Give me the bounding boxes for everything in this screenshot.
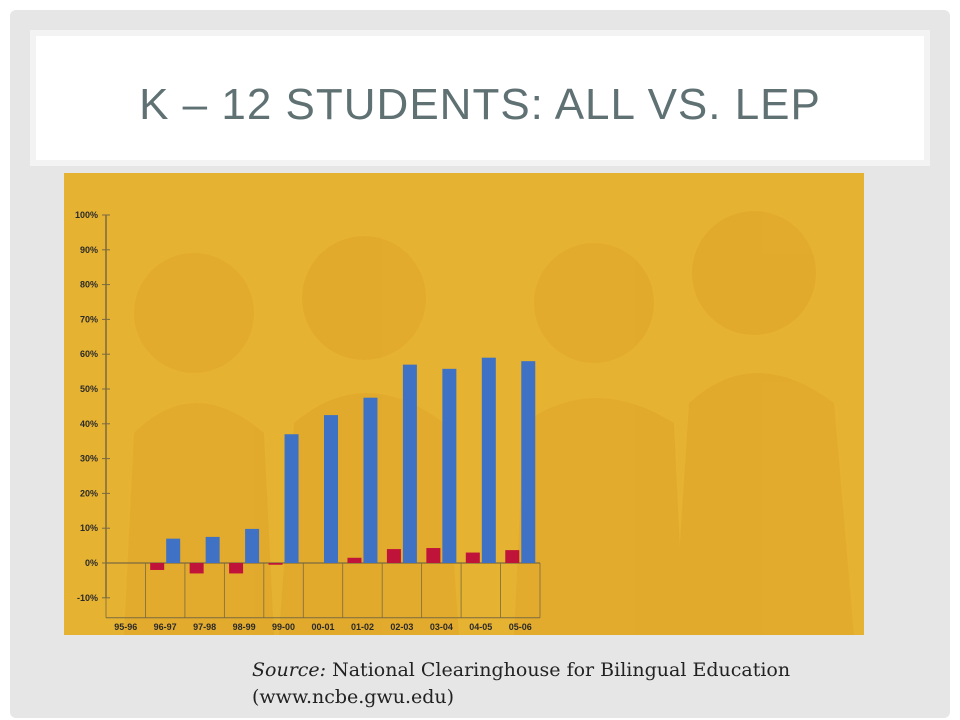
source-url: (www.ncbe.gwu.edu) (252, 686, 455, 708)
bar-pk12-enrollment (505, 550, 520, 563)
x-tick-label: 97-98 (193, 622, 216, 632)
bar-pk12-enrollment (229, 563, 244, 574)
bar-lep-enrollment (284, 434, 299, 563)
bar-lep-enrollment (324, 415, 338, 563)
bar-lep-enrollment (363, 397, 378, 563)
x-tick-label: 01-02 (351, 622, 374, 632)
bar-pk12-enrollment (268, 563, 283, 565)
bar-pk12-enrollment (150, 563, 165, 570)
y-tick-label: -10% (77, 593, 98, 603)
x-tick-label: 04-05 (469, 622, 492, 632)
x-tick-label: 95-96 (114, 622, 137, 632)
chart-photo-background: 100% 90% 80% 70% 60% 50% 40% 30% 20% 10% 0% -10% 95-… (64, 173, 864, 635)
y-tick-label: 50% (80, 384, 98, 394)
y-tick-label: 90% (80, 245, 98, 255)
source-text: National Clearinghouse for Bilingual Edu… (332, 659, 791, 681)
bar-lep-enrollment (245, 528, 260, 563)
y-tick-label: 70% (80, 314, 98, 324)
y-tick-label: 40% (80, 419, 98, 429)
bar-lep-enrollment (481, 357, 496, 563)
x-tick-label: 02-03 (390, 622, 413, 632)
bar-pk12-enrollment (189, 563, 204, 574)
title-box: K – 12 STUDENTS: ALL VS. LEP (30, 30, 930, 166)
bar-lep-enrollment (166, 538, 181, 563)
source-label: Source: (252, 659, 327, 681)
y-tick-label: 100% (75, 210, 98, 220)
y-tick-label: 80% (80, 280, 98, 290)
chart-bars (150, 357, 536, 574)
slide: K – 12 STUDENTS: ALL VS. LEP 100% 90% 80% 7… (10, 10, 950, 718)
bar-lep-enrollment (402, 364, 417, 563)
x-tick-label: 00-01 (311, 622, 334, 632)
bar-lep-enrollment (442, 368, 457, 563)
bar-lep-enrollment (205, 536, 220, 563)
bar-pk12-enrollment (347, 557, 362, 563)
source-citation: Source: National Clearinghouse for Bilin… (252, 657, 892, 711)
x-tick-label: 03-04 (430, 622, 453, 632)
x-tick-label: 98-99 (233, 622, 256, 632)
y-tick-label: 30% (80, 454, 98, 464)
enrollment-chart: 100% 90% 80% 70% 60% 50% 40% 30% 20% 10% 0% -10% 95-… (75, 210, 854, 635)
bar-pk12-enrollment (465, 552, 480, 563)
bar-lep-enrollment (521, 361, 536, 563)
y-tick-label: 20% (80, 488, 98, 498)
bar-pk12-enrollment (426, 548, 441, 563)
y-tick-label: 60% (80, 349, 98, 359)
slide-title: K – 12 STUDENTS: ALL VS. LEP (139, 80, 821, 129)
y-tick-label: 0% (85, 558, 98, 568)
y-tick-label: 10% (80, 523, 98, 533)
bar-pk12-enrollment (386, 549, 401, 563)
x-tick-label: 96-97 (154, 622, 177, 632)
x-tick-label: 05-06 (509, 622, 532, 632)
x-tick-label: 99-00 (272, 622, 295, 632)
